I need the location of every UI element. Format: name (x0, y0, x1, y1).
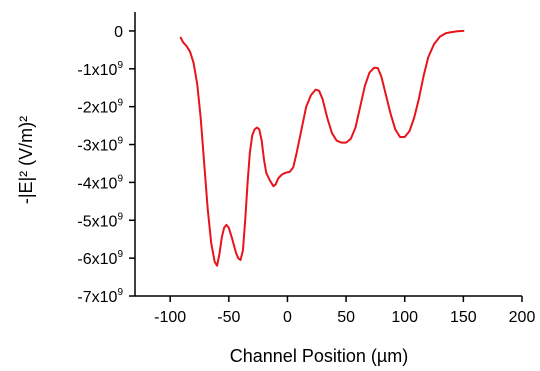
y-tick-exponent: 9 (117, 249, 123, 260)
x-axis-title: Channel Position (µm) (230, 346, 408, 366)
y-tick-label: -4x109 (77, 173, 123, 192)
y-tick-exponent: 9 (117, 136, 123, 147)
y-tick-mantissa: 0 (114, 24, 123, 41)
y-tick-mantissa: -3x10 (77, 138, 117, 155)
y-tick-exponent: 9 (117, 287, 123, 298)
x-tick-label: -50 (217, 309, 240, 326)
y-tick-mantissa: -4x10 (77, 175, 117, 192)
y-axis-ticks: 0-1x109-2x109-3x109-4x109-5x109-6x109-7x… (77, 24, 135, 306)
y-tick-exponent: 9 (117, 173, 123, 184)
y-tick-exponent: 9 (117, 211, 123, 222)
y-tick-label: -1x109 (77, 60, 123, 79)
y-tick-label: -5x109 (77, 211, 123, 230)
y-tick-label: -2x109 (77, 98, 123, 117)
x-tick-label: -100 (154, 309, 186, 326)
y-tick-label: 0 (114, 24, 123, 41)
x-axis-ticks: -100 -50 0 50 100 150 200 (154, 296, 535, 326)
y-tick-label: -3x109 (77, 136, 123, 155)
x-tick-label: 50 (337, 309, 355, 326)
x-tick-label: 150 (450, 309, 477, 326)
y-axis-title: -|E|² (V/m)² (16, 116, 36, 204)
x-tick-label: 0 (283, 309, 292, 326)
y-tick-mantissa: -7x10 (77, 289, 117, 306)
y-tick-label: -7x109 (77, 287, 123, 306)
plot-frame (134, 12, 522, 297)
x-tick-label: 100 (391, 309, 418, 326)
y-tick-mantissa: -2x10 (77, 100, 117, 117)
y-tick-mantissa: -6x10 (77, 251, 117, 268)
y-tick-mantissa: -1x10 (77, 62, 117, 79)
y-tick-mantissa: -5x10 (77, 213, 117, 230)
series-line (179, 29, 465, 267)
x-tick-label: 200 (509, 309, 536, 326)
y-tick-exponent: 9 (117, 60, 123, 71)
y-tick-exponent: 9 (117, 98, 123, 109)
series-layer (179, 29, 465, 267)
y-tick-label: -6x109 (77, 249, 123, 268)
